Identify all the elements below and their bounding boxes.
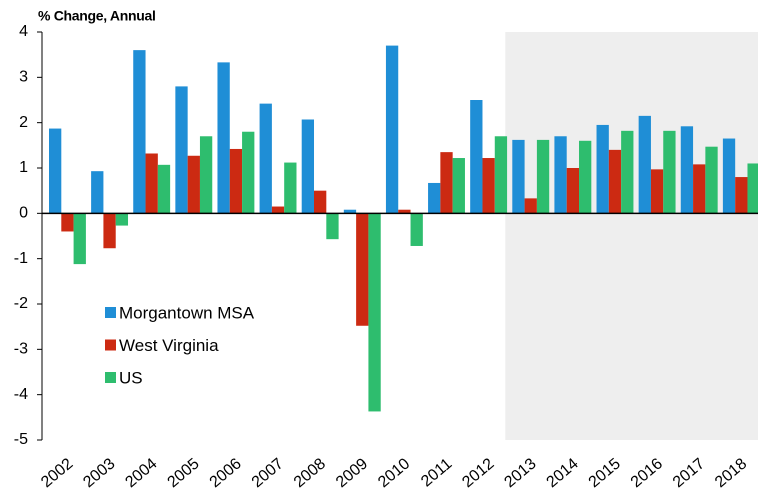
- bar: [440, 152, 453, 214]
- x-tick-label: 2007: [249, 455, 287, 491]
- bar: [343, 209, 357, 214]
- x-tick-label: 2018: [712, 455, 750, 491]
- bar: [61, 213, 74, 232]
- bar: [229, 148, 243, 214]
- bar: [145, 153, 158, 214]
- x-tick-label: 2011: [418, 455, 455, 490]
- bar: [259, 103, 272, 214]
- legend-swatch: [105, 339, 116, 351]
- bar: [314, 190, 327, 214]
- x-tick-label: 2004: [122, 455, 160, 491]
- y-tick-label: 0: [19, 205, 28, 222]
- legend-label: West Virginia: [119, 336, 219, 355]
- y-tick-label: 1: [19, 159, 28, 176]
- bar: [663, 130, 676, 214]
- x-tick-label: 2016: [628, 455, 666, 491]
- bar: [326, 213, 339, 240]
- bar: [524, 198, 537, 214]
- y-tick-label: 4: [19, 23, 28, 40]
- bar: [115, 213, 129, 226]
- x-tick-label: 2006: [207, 455, 245, 491]
- bar: [705, 146, 718, 214]
- x-tick-label: 2005: [165, 455, 203, 491]
- legend-label: Morgantown MSA: [119, 303, 255, 322]
- bar: [470, 100, 483, 214]
- bar: [175, 86, 188, 214]
- bar: [356, 213, 369, 326]
- y-tick-label: 2: [19, 114, 28, 131]
- y-tick-label: -4: [14, 386, 28, 403]
- x-tick-label: 2013: [501, 455, 539, 491]
- x-tick-label: 2008: [291, 455, 329, 491]
- bar: [579, 140, 592, 214]
- bar: [217, 62, 230, 214]
- y-tick-label: -2: [14, 295, 28, 312]
- bar: [735, 177, 748, 214]
- bar: [271, 206, 285, 214]
- bar: [428, 182, 441, 214]
- bar: [410, 213, 423, 246]
- x-tick-label: 2012: [459, 455, 497, 491]
- bar: [566, 168, 580, 214]
- bar: [494, 136, 508, 214]
- bar: [157, 164, 171, 214]
- bar: [608, 149, 622, 214]
- x-tick-label: 2015: [586, 455, 624, 491]
- bar: [242, 131, 255, 214]
- x-tick-label: 2017: [670, 455, 708, 491]
- legend-swatch: [105, 307, 116, 318]
- bar: [536, 139, 550, 214]
- bar: [722, 138, 736, 214]
- bar: [638, 115, 651, 214]
- bar: [621, 130, 634, 214]
- x-tick-label: 2003: [80, 455, 118, 491]
- y-axis-label: % Change, Annual: [38, 8, 156, 24]
- y-tick-label: -3: [14, 341, 28, 358]
- bar: [49, 128, 62, 214]
- bar: [199, 136, 213, 214]
- bar: [693, 164, 706, 214]
- forecast-shade: [505, 32, 758, 440]
- bar: [301, 119, 315, 214]
- bar: [133, 50, 146, 214]
- bar: [747, 163, 758, 214]
- bar: [482, 158, 495, 214]
- bar: [398, 209, 411, 214]
- legend-swatch: [105, 372, 116, 383]
- bar: [368, 213, 381, 412]
- bar: [385, 45, 399, 214]
- bar: [650, 169, 664, 214]
- bar: [680, 126, 694, 214]
- legend-label: US: [119, 368, 143, 387]
- x-tick-label: 2002: [38, 455, 76, 491]
- bar: [596, 124, 609, 214]
- x-tick-label: 2014: [544, 455, 582, 491]
- bar: [284, 162, 297, 214]
- x-tick-label: 2010: [375, 455, 413, 491]
- y-tick-label: -5: [14, 431, 28, 448]
- bar: [73, 213, 86, 265]
- y-tick-label: 3: [19, 69, 28, 86]
- x-tick-label: 2009: [333, 455, 371, 491]
- y-tick-label: -1: [14, 250, 28, 267]
- bar: [91, 171, 104, 214]
- bar: [452, 158, 465, 214]
- bar: [512, 139, 525, 214]
- bar: [103, 213, 116, 249]
- bar: [187, 155, 200, 214]
- bar: [554, 136, 567, 214]
